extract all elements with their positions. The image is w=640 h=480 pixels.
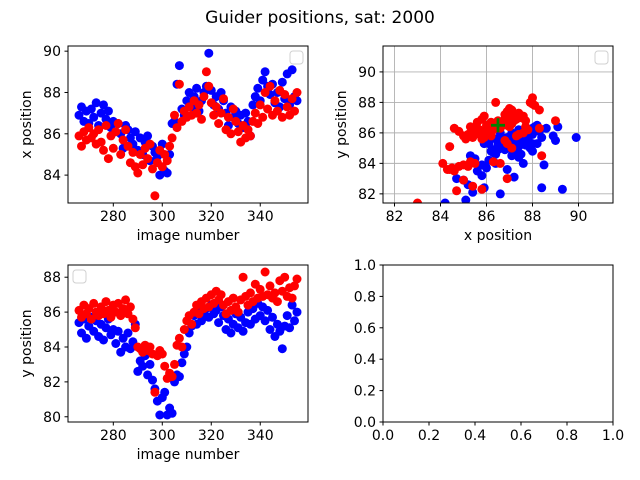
y-tick-label: 84 — [43, 168, 61, 184]
y-tick-label: 0.2 — [354, 384, 376, 400]
x-tick-label: 0.8 — [556, 428, 578, 444]
x-tick-label: 280 — [100, 209, 127, 225]
axes-frame — [382, 264, 614, 423]
y-tick-label: 88 — [43, 85, 61, 101]
legend-box — [594, 50, 609, 65]
x-tick-label: 82 — [386, 209, 404, 225]
data-points-layer — [74, 267, 302, 420]
x-axis-label: image number — [137, 228, 240, 244]
series-blue-points — [440, 120, 581, 203]
x-tick-label: 320 — [198, 209, 225, 225]
x-tick-label: 0.0 — [372, 428, 394, 444]
y-tick-label: 90 — [358, 65, 376, 81]
y-tick-label: 80 — [43, 410, 61, 426]
x-tick-label: 0.6 — [510, 428, 532, 444]
x-tick-label: 1.0 — [602, 428, 624, 444]
y-tick-label: 1.0 — [354, 258, 376, 274]
y-tick-label: 86 — [358, 126, 376, 142]
data-points-layer — [74, 48, 302, 201]
figure-title: Guider positions, sat: 2000 — [205, 8, 435, 28]
y-tick-label: 0.8 — [354, 289, 376, 305]
x-axis-label: x position — [464, 228, 532, 244]
x-tick-label: 88 — [524, 209, 542, 225]
subplot-top-left: 280 300 320 340 84 86 88 90 image number x positi… — [19, 44, 309, 244]
axes-frame — [67, 45, 309, 204]
y-tick-label: 88 — [358, 95, 376, 111]
x-tick-label: 86 — [478, 209, 496, 225]
series-red-points — [74, 267, 302, 397]
y-axis-label: y position — [19, 309, 35, 377]
x-tick-label: 0.2 — [418, 428, 440, 444]
series-red-points — [413, 93, 560, 203]
axes-frame — [382, 45, 614, 204]
y-axis-label: x position — [19, 90, 35, 158]
tick-labels: 280 300 320 340 80 82 84 86 88 — [43, 270, 273, 444]
y-tick-label: 82 — [358, 187, 376, 203]
y-tick-label: 88 — [43, 270, 61, 286]
x-axis-label: image number — [137, 447, 240, 463]
subplot-bottom-right: 0.0 0.2 0.4 0.6 0.8 1.0 0.0 0.2 0.4 0.6 0.8 1.0 — [354, 258, 624, 444]
legend-box — [72, 269, 87, 284]
tick-labels: 280 300 320 340 84 86 88 90 — [43, 44, 273, 225]
subplot-top-right: 82 84 86 88 90 82 84 86 88 90 x position y position — [334, 45, 614, 244]
x-tick-label: 320 — [198, 428, 225, 444]
x-tick-label: 0.4 — [464, 428, 486, 444]
tick-labels: 82 84 86 88 90 82 84 86 88 90 — [358, 65, 587, 225]
y-tick-label: 90 — [43, 44, 61, 60]
x-tick-label: 300 — [149, 209, 176, 225]
y-tick-label: 0.4 — [354, 352, 376, 368]
x-tick-label: 340 — [247, 209, 274, 225]
y-tick-label: 0.0 — [354, 415, 376, 431]
y-tick-label: 86 — [43, 305, 61, 321]
y-tick-label: 84 — [358, 156, 376, 172]
y-tick-label: 82 — [43, 375, 61, 391]
tick-labels: 0.0 0.2 0.4 0.6 0.8 1.0 0.0 0.2 0.4 0.6 0.8 1.0 — [354, 258, 624, 444]
mean-position-plus-marker — [491, 118, 505, 133]
y-axis-label: y position — [334, 90, 350, 158]
legend-box — [289, 50, 304, 65]
axes-frame — [67, 264, 309, 423]
y-tick-label: 86 — [43, 127, 61, 143]
data-points-layer — [413, 93, 581, 203]
x-tick-label: 300 — [149, 428, 176, 444]
subplot-bottom-left: 280 300 320 340 80 82 84 86 88 image number y posi… — [19, 264, 309, 463]
x-tick-label: 340 — [247, 428, 274, 444]
y-tick-label: 84 — [43, 340, 61, 356]
x-tick-label: 280 — [100, 428, 127, 444]
series-red-points — [74, 67, 302, 201]
y-tick-label: 0.6 — [354, 321, 376, 337]
x-tick-label: 84 — [432, 209, 450, 225]
x-tick-label: 90 — [570, 209, 588, 225]
